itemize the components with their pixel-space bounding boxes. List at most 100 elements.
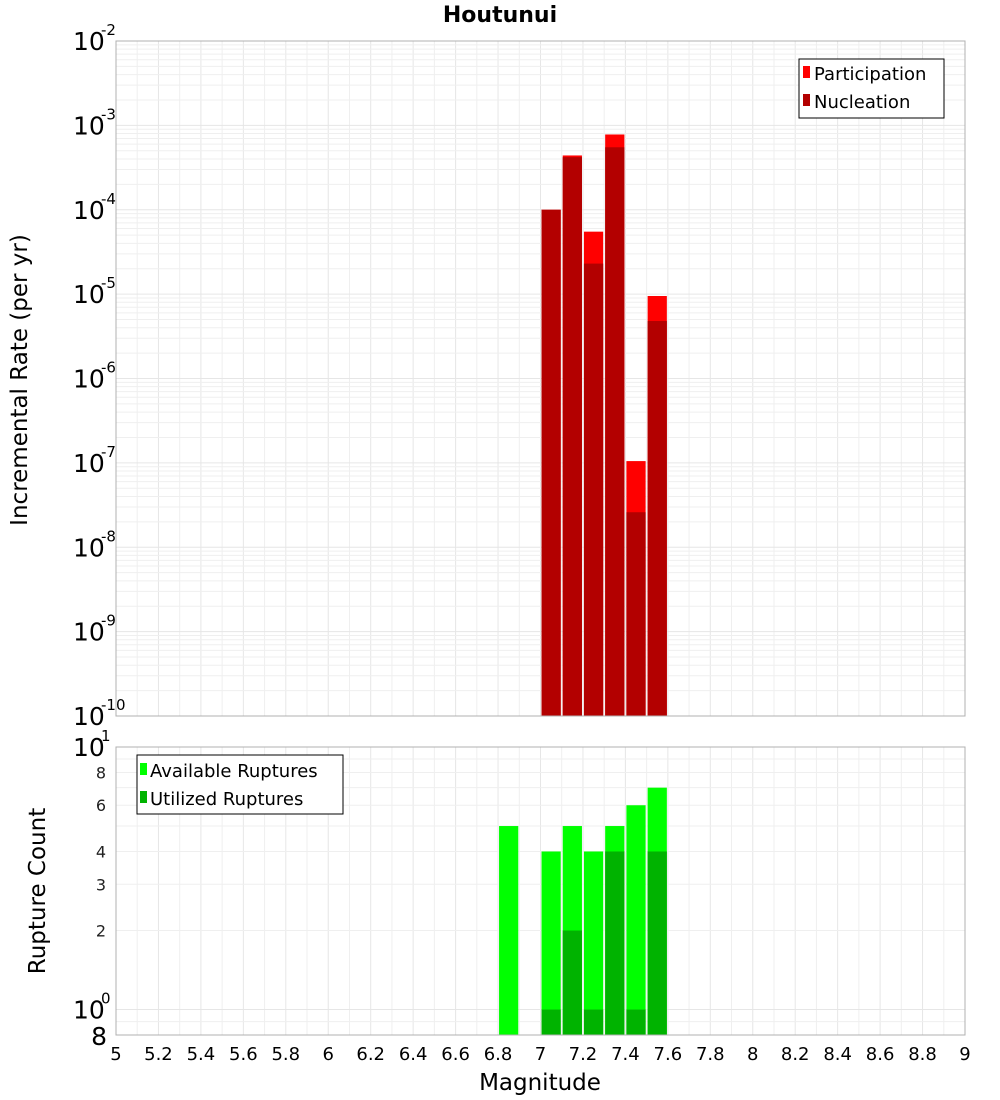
count-y-minor-tick: 6 (96, 796, 106, 815)
legend-label-participation: Participation (814, 64, 926, 85)
count-y-tick: 101 (73, 727, 111, 762)
legend-swatch-participation (803, 66, 810, 78)
count-legend-box (136, 754, 344, 815)
bar-available-ruptures-7.05 (541, 851, 561, 1035)
x-tick-8-4: 8.4 (823, 1044, 852, 1065)
y-tick-exponent: 1 (101, 727, 111, 745)
count-y-tick: 100 (73, 990, 111, 1025)
rate-y-tick: 10-5 (73, 274, 116, 309)
x-tick-8-2: 8.2 (781, 1044, 810, 1065)
bar-nucleation-7.45 (626, 512, 646, 716)
bar-utilized-ruptures-7.55 (647, 851, 667, 1035)
count-legend: Available Ruptures Utilized Ruptures (136, 754, 344, 815)
x-tick-8: 8 (747, 1044, 758, 1065)
x-tick-5: 5 (110, 1044, 121, 1065)
legend-label-available: Available Ruptures (150, 761, 318, 782)
count-y-minor-tick: 8 (91, 1022, 107, 1051)
bar-utilized-ruptures-7.35 (605, 851, 625, 1035)
x-tick-9: 9 (959, 1044, 970, 1065)
rate-y-tick: 10-8 (73, 527, 116, 562)
y-tick-exponent: -4 (101, 190, 116, 208)
x-tick-5-2: 5.2 (144, 1044, 173, 1065)
rate-y-tick: 10-10 (73, 696, 126, 731)
legend-label-utilized: Utilized Ruptures (150, 789, 303, 810)
count-y-minor-tick: 4 (96, 842, 106, 861)
bar-utilized-ruptures-7.05 (541, 1009, 561, 1035)
rate-y-tick: 10-7 (73, 443, 116, 478)
magnitude-x-tick-labels: 5 5.2 5.4 5.6 5.8 6 6.2 6.4 6.6 6.8 7 7.2 7.4 7.6 7.8 8… (110, 1044, 970, 1065)
y-tick-base: 10 (73, 196, 105, 225)
y-tick-exponent: -8 (101, 527, 116, 545)
bar-utilized-ruptures-7.25 (583, 1009, 604, 1035)
rate-y-tick: 10-4 (73, 190, 116, 225)
chart-title: Houtunui (443, 3, 557, 28)
y-tick-exponent: -7 (101, 443, 116, 461)
legend-label-nucleation: Nucleation (814, 92, 910, 113)
count-y-minor-tick: 8 (96, 763, 106, 782)
rate-y-tick: 10-3 (73, 105, 116, 140)
rate-panel-frame (115, 40, 966, 717)
x-tick-6-8: 6.8 (484, 1044, 513, 1065)
bar-utilized-ruptures-7.45 (626, 1009, 646, 1035)
bar-nucleation-7.05 (541, 209, 561, 716)
y-tick-exponent: -3 (101, 105, 116, 123)
bar-utilized-ruptures-7.15 (562, 930, 582, 1035)
x-tick-6-4: 6.4 (399, 1044, 428, 1065)
rate-y-axis-label: Incremental Rate (per yr) (7, 234, 33, 526)
x-tick-6: 6 (323, 1044, 334, 1065)
rate-y-tick: 10-2 (73, 21, 116, 56)
y-tick-exponent: -9 (101, 612, 116, 630)
y-tick-base: 10 (73, 280, 105, 309)
y-tick-base: 10 (73, 27, 105, 56)
x-tick-5-8: 5.8 (271, 1044, 300, 1065)
x-tick-7-8: 7.8 (696, 1044, 725, 1065)
legend-swatch-utilized (140, 791, 147, 803)
rate-y-tick: 10-9 (73, 612, 116, 647)
y-tick-base: 10 (73, 702, 105, 731)
y-tick-base: 10 (73, 733, 105, 762)
y-tick-base: 10 (73, 111, 105, 140)
x-tick-7-4: 7.4 (611, 1044, 640, 1065)
y-tick-base: 10 (73, 996, 105, 1025)
count-y-axis-label: Rupture Count (25, 808, 51, 974)
y-tick-base: 10 (73, 618, 105, 647)
y-tick-exponent: -6 (101, 359, 116, 377)
y-tick-exponent: -2 (101, 21, 116, 39)
bar-nucleation-7.55 (647, 321, 667, 716)
x-tick-5-6: 5.6 (229, 1044, 258, 1065)
x-tick-5-4: 5.4 (187, 1044, 216, 1065)
x-tick-7: 7 (535, 1044, 546, 1065)
rate-legend: Participation Nucleation (798, 58, 945, 119)
y-tick-exponent: 0 (101, 990, 111, 1008)
rate-panel-grid (115, 40, 966, 717)
rate-y-tick: 10-6 (73, 359, 116, 394)
x-tick-6-2: 6.2 (356, 1044, 385, 1065)
count-panel-frame (115, 746, 966, 1036)
bar-available-ruptures-6.85 (499, 826, 519, 1035)
x-tick-7-6: 7.6 (654, 1044, 683, 1065)
count-panel-bars (499, 787, 667, 1035)
bar-nucleation-7.15 (562, 157, 582, 717)
count-y-minor-tick: 2 (96, 922, 106, 941)
count-y-minor-tick: 3 (96, 875, 106, 894)
bar-available-ruptures-7.45 (626, 805, 646, 1035)
x-tick-7-2: 7.2 (569, 1044, 598, 1065)
bar-nucleation-7.35 (605, 147, 625, 717)
legend-swatch-available (140, 763, 147, 775)
legend-swatch-nucleation (803, 94, 810, 106)
x-tick-8-6: 8.6 (866, 1044, 895, 1065)
y-tick-exponent: -5 (101, 274, 116, 292)
x-tick-6-6: 6.6 (441, 1044, 470, 1065)
bar-available-ruptures-7.25 (583, 851, 604, 1035)
x-tick-8-8: 8.8 (908, 1044, 937, 1065)
y-tick-base: 10 (73, 449, 105, 478)
y-tick-base: 10 (73, 533, 105, 562)
y-tick-base: 10 (73, 365, 105, 394)
rate-legend-box (798, 58, 945, 119)
rate-panel-bars (541, 134, 667, 717)
bar-nucleation-7.25 (583, 263, 604, 716)
magnitude-x-axis-label: Magnitude (479, 1070, 601, 1096)
